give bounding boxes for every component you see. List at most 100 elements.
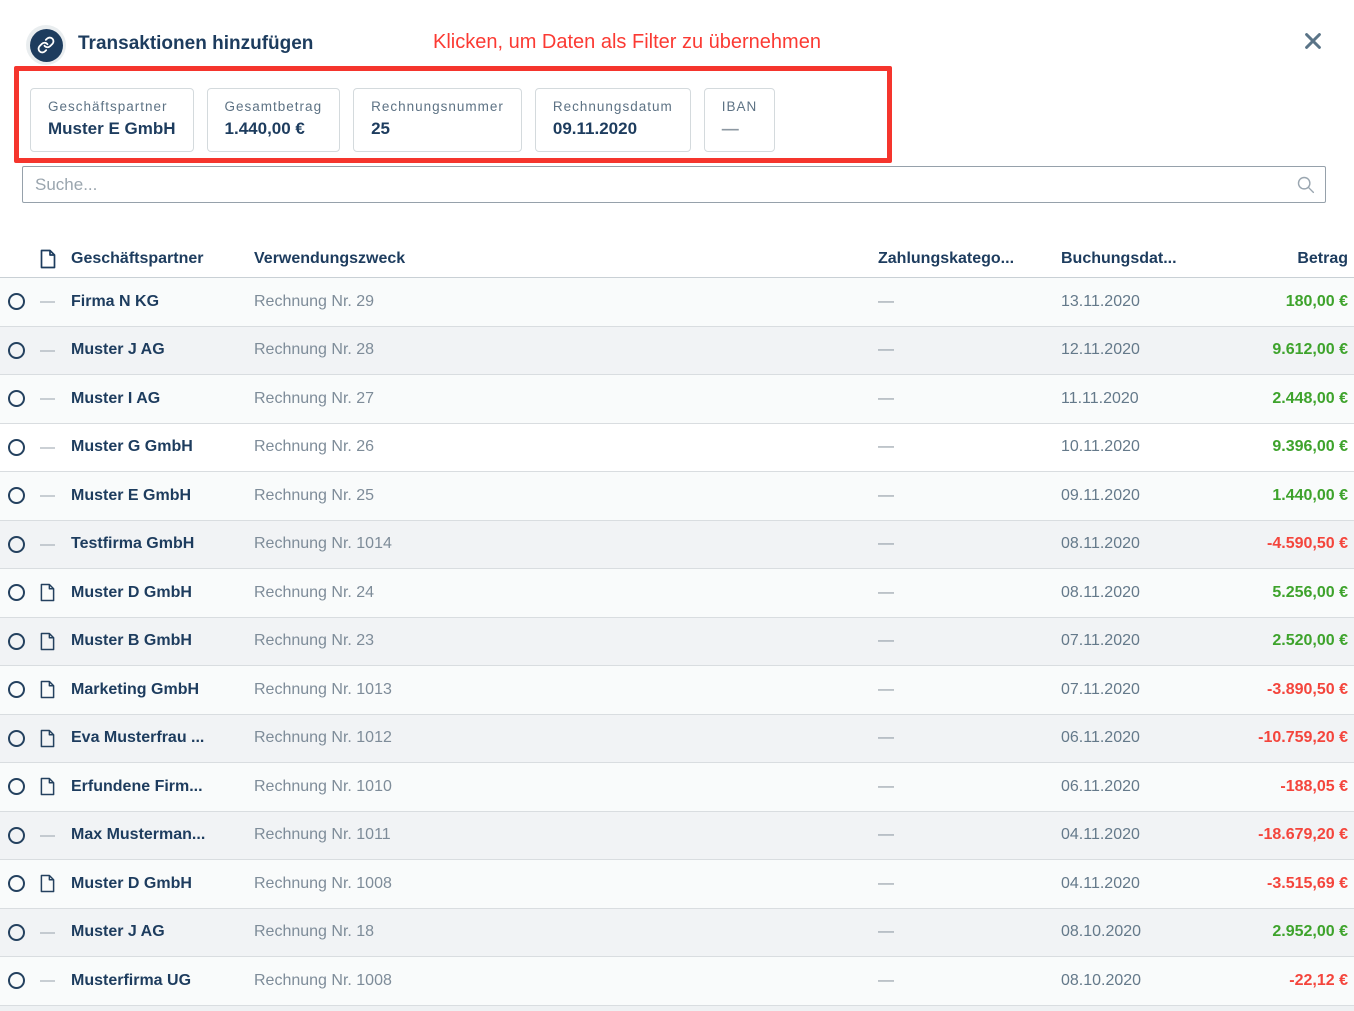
radio-button[interactable]	[8, 293, 25, 311]
radio-button[interactable]	[8, 875, 25, 893]
table-row[interactable]: — Testfirma GmbH Rechnung Nr. 1014 — 08.…	[0, 520, 1354, 569]
category-cell: —	[878, 874, 894, 892]
dialog-header: Transaktionen hinzufügen Klicken, um Dat…	[0, 0, 1354, 66]
close-icon	[1305, 33, 1321, 49]
partner-cell: Musterfirma UG	[71, 971, 192, 989]
search-icon	[1295, 174, 1316, 200]
link-icon	[29, 28, 63, 62]
radio-button[interactable]	[8, 972, 25, 990]
transaction-list: — Firma N KG Rechnung Nr. 29 — 13.11.202…	[0, 278, 1354, 1006]
table-row[interactable]: Marketing GmbH Rechnung Nr. 1013 — 07.11…	[0, 666, 1354, 715]
filter-chip-geschaeftspartner[interactable]: Geschäftspartner Muster E GmbH	[30, 88, 194, 152]
booking-date-cell: 07.11.2020	[1061, 632, 1140, 650]
amount-cell: -10.759,20 €	[1258, 729, 1348, 747]
radio-button[interactable]	[8, 778, 25, 796]
category-cell: —	[878, 486, 894, 504]
document-icon[interactable]	[40, 874, 55, 893]
booking-date-cell: 06.11.2020	[1061, 729, 1140, 747]
table-row[interactable]: — Muster E GmbH Rechnung Nr. 25 — 09.11.…	[0, 472, 1354, 521]
table-row[interactable]: — Muster I AG Rechnung Nr. 27 — 11.11.20…	[0, 375, 1354, 424]
chip-label: Rechnungsdatum	[552, 99, 673, 114]
category-cell: —	[878, 729, 894, 747]
filter-chip-rechnungsdatum[interactable]: Rechnungsdatum 09.11.2020	[534, 88, 691, 152]
category-cell: —	[878, 389, 894, 407]
radio-button[interactable]	[8, 341, 25, 359]
purpose-cell: Rechnung Nr. 23	[254, 632, 375, 650]
radio-button[interactable]	[8, 390, 25, 408]
purpose-cell: Rechnung Nr. 18	[254, 923, 375, 941]
search-bar	[22, 166, 1326, 203]
table-row[interactable]: — Max Musterman... Rechnung Nr. 1011 — 0…	[0, 811, 1354, 860]
radio-button[interactable]	[8, 632, 25, 650]
annotation-text: Klicken, um Daten als Filter zu übernehm…	[433, 31, 821, 53]
partner-cell: Muster D GmbH	[71, 874, 192, 892]
amount-cell: 9.396,00 €	[1272, 438, 1348, 456]
chip-label: IBAN	[721, 99, 758, 114]
filter-chip-rechnungsnummer[interactable]: Rechnungsnummer 25	[353, 88, 522, 152]
table-row[interactable]: Muster D GmbH Rechnung Nr. 1008 — 04.11.…	[0, 860, 1354, 909]
no-document-dash: —	[40, 341, 55, 359]
no-document-dash: —	[40, 438, 55, 456]
category-cell: —	[878, 292, 894, 310]
purpose-cell: Rechnung Nr. 1013	[254, 680, 392, 698]
next-row-stub	[0, 1005, 1354, 1011]
category-cell: —	[878, 923, 894, 941]
purpose-cell: Rechnung Nr. 1012	[254, 729, 392, 747]
document-icon[interactable]	[40, 777, 55, 796]
document-icon[interactable]	[40, 583, 55, 602]
partner-cell: Muster B GmbH	[71, 632, 192, 650]
purpose-cell: Rechnung Nr. 24	[254, 583, 375, 601]
radio-button[interactable]	[8, 923, 25, 941]
partner-cell: Max Musterman...	[71, 826, 206, 844]
table-row[interactable]: Eva Musterfrau ... Rechnung Nr. 1012 — 0…	[0, 714, 1354, 763]
table-row[interactable]: — Muster J AG Rechnung Nr. 28 — 12.11.20…	[0, 326, 1354, 375]
no-document-dash: —	[40, 972, 55, 990]
category-cell: —	[878, 632, 894, 650]
document-icon[interactable]	[40, 729, 55, 748]
table-row[interactable]: — Muster J AG Rechnung Nr. 18 — 08.10.20…	[0, 908, 1354, 957]
chip-label: Geschäftspartner	[48, 99, 168, 114]
document-icon[interactable]	[40, 632, 55, 651]
purpose-cell: Rechnung Nr. 29	[254, 292, 375, 310]
booking-date-cell: 08.10.2020	[1061, 923, 1142, 941]
amount-cell: -3.890,50 €	[1267, 680, 1348, 698]
table-row[interactable]: Muster B GmbH Rechnung Nr. 23 — 07.11.20…	[0, 617, 1354, 666]
category-cell: —	[878, 341, 894, 359]
column-header-category: Zahlungskatego...	[878, 250, 1015, 267]
partner-cell: Muster J AG	[71, 341, 165, 359]
table-row[interactable]: — Firma N KG Rechnung Nr. 29 — 13.11.202…	[0, 278, 1354, 327]
purpose-cell: Rechnung Nr. 28	[254, 341, 375, 359]
radio-button[interactable]	[8, 826, 25, 844]
table-row[interactable]: Muster D GmbH Rechnung Nr. 24 — 08.11.20…	[0, 569, 1354, 618]
radio-button[interactable]	[8, 584, 25, 602]
booking-date-cell: 11.11.2020	[1061, 389, 1139, 407]
dialog-title: Transaktionen hinzufügen	[78, 33, 314, 54]
radio-button[interactable]	[8, 535, 25, 553]
amount-cell: 1.440,00 €	[1272, 486, 1348, 504]
table-row[interactable]: Erfundene Firm... Rechnung Nr. 1010 — 06…	[0, 763, 1354, 812]
table-row[interactable]: — Muster G GmbH Rechnung Nr. 26 — 10.11.…	[0, 423, 1354, 472]
filter-chip-gesamtbetrag[interactable]: Gesamtbetrag 1.440,00 €	[206, 88, 341, 152]
radio-button[interactable]	[8, 681, 25, 699]
filter-chip-iban[interactable]: IBAN —	[703, 88, 776, 152]
chip-label: Rechnungsnummer	[371, 99, 504, 114]
close-button[interactable]	[1300, 28, 1326, 54]
no-document-dash: —	[40, 390, 55, 408]
purpose-cell: Rechnung Nr. 25	[254, 486, 375, 504]
document-icon[interactable]	[40, 680, 55, 699]
search-input[interactable]	[22, 166, 1326, 203]
radio-button[interactable]	[8, 438, 25, 456]
purpose-cell: Rechnung Nr. 1011	[254, 826, 391, 844]
chip-label: Gesamtbetrag	[224, 99, 323, 114]
amount-cell: -188,05 €	[1280, 777, 1348, 795]
category-cell: —	[878, 826, 894, 844]
table-row[interactable]: — Musterfirma UG Rechnung Nr. 1008 — 08.…	[0, 957, 1354, 1006]
no-document-dash: —	[40, 293, 55, 311]
booking-date-cell: 12.11.2020	[1061, 341, 1140, 359]
table-header: Geschäftspartner Verwendungszweck Zahlun…	[0, 241, 1354, 278]
purpose-cell: Rechnung Nr. 1008	[254, 874, 392, 892]
radio-button[interactable]	[8, 487, 25, 505]
booking-date-cell: 07.11.2020	[1061, 680, 1140, 698]
radio-button[interactable]	[8, 729, 25, 747]
